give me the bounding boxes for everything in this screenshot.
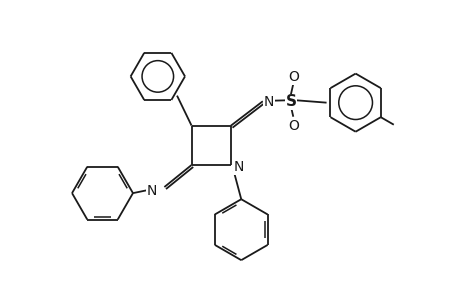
Text: N: N — [233, 160, 244, 174]
Text: N: N — [146, 184, 157, 198]
Text: O: O — [287, 70, 298, 84]
Text: O: O — [287, 119, 298, 133]
Text: N: N — [263, 95, 274, 109]
Text: S: S — [285, 94, 296, 109]
